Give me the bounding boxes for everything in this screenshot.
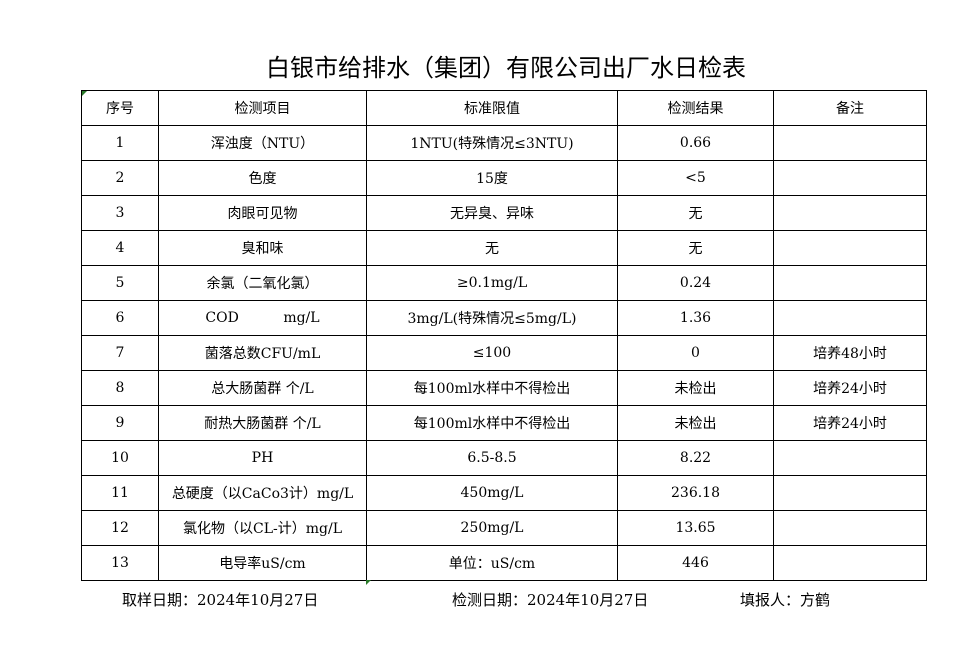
- cell-standard: 15度: [366, 160, 618, 196]
- cell-standard: 每100ml水样中不得检出: [366, 405, 618, 441]
- table-header-row: 序号 检测项目 标准限值 检测结果 备注: [81, 90, 927, 126]
- cell-item: 耐热大肠菌群 个/L: [158, 405, 367, 441]
- header-cell: 标准限值: [366, 90, 618, 126]
- cell-standard: 无异臭、异味: [366, 195, 618, 231]
- cell-standard: 单位：uS/cm: [366, 545, 618, 581]
- reporter: 填报人：方鹤: [740, 591, 831, 609]
- cell-note: [773, 195, 927, 231]
- header-cell: 序号: [81, 90, 159, 126]
- page-title: 白银市给排水（集团）有限公司出厂水日检表: [266, 54, 746, 82]
- table-row: 3 肉眼可见物 无异臭、异味无: [81, 195, 927, 231]
- cell-note: 培养24小时: [773, 405, 927, 441]
- table-row: 2 色度 15度 <5: [81, 160, 927, 196]
- header-cell: 检测结果: [617, 90, 774, 126]
- cell-standard: 无: [366, 230, 618, 266]
- cell-item: 氯化物（以CL-计）mg/L: [158, 510, 367, 546]
- cell-note: [773, 545, 927, 581]
- cell-item: COD mg/L: [158, 300, 367, 336]
- cell-result: 0.24: [617, 265, 774, 301]
- cell-result: 446: [617, 545, 774, 581]
- table-row: 10 PH 6.5-8.5 8.22: [81, 440, 927, 476]
- cell-result: 1.36: [617, 300, 774, 336]
- cell-index: 10: [81, 440, 159, 476]
- test-date: 检测日期：2024年10月27日: [452, 591, 649, 609]
- header-cell: 备注: [773, 90, 927, 126]
- cell-index: 11: [81, 475, 159, 511]
- cell-note: [773, 510, 927, 546]
- inspection-table: 序号 检测项目 标准限值 检测结果 备注 1 浑浊度（NTU） 1NTU(特殊情况≤…: [81, 90, 927, 581]
- table-row: 12 氯化物（以CL-计）mg/L 250mg/L 13.65: [81, 510, 927, 546]
- table-row: 4 臭和味无无: [81, 230, 927, 266]
- cell-result: 0: [617, 335, 774, 371]
- cell-note: [773, 160, 927, 196]
- cell-index: 9: [81, 405, 159, 441]
- cell-item: 浑浊度（NTU）: [158, 125, 367, 161]
- cell-item: 色度: [158, 160, 367, 196]
- cell-item: 余氯（二氧化氯）: [158, 265, 367, 301]
- table-row: 11 总硬度（以CaCo3计）mg/L 450mg/L 236.18: [81, 475, 927, 511]
- cell-note: [773, 475, 927, 511]
- cell-note: [773, 265, 927, 301]
- cell-item: 总硬度（以CaCo3计）mg/L: [158, 475, 367, 511]
- cell-standard: ≥0.1mg/L: [366, 265, 618, 301]
- cell-standard: 250mg/L: [366, 510, 618, 546]
- table-row: 6 COD mg/L 3mg/L(特殊情况≤5mg/L) 1.36: [81, 300, 927, 336]
- cell-marker: [366, 580, 371, 585]
- cell-result: 未检出: [617, 370, 774, 406]
- cell-index: 13: [81, 545, 159, 581]
- cell-index: 3: [81, 195, 159, 231]
- table-row: 13 电导率uS/cm 单位：uS/cm 446: [81, 545, 927, 581]
- cell-standard: 1NTU(特殊情况≤3NTU): [366, 125, 618, 161]
- cell-standard: 6.5-8.5: [366, 440, 618, 476]
- table-row: 7 菌落总数CFU/mL ≤100 0 培养48小时: [81, 335, 927, 371]
- cell-result: 236.18: [617, 475, 774, 511]
- cell-result: 无: [617, 195, 774, 231]
- cell-item: PH: [158, 440, 367, 476]
- cell-note: 培养24小时: [773, 370, 927, 406]
- cell-standard: 450mg/L: [366, 475, 618, 511]
- cell-result: 无: [617, 230, 774, 266]
- sampling-date: 取样日期：2024年10月27日: [122, 591, 319, 609]
- cell-index: 7: [81, 335, 159, 371]
- cell-item: 总大肠菌群 个/L: [158, 370, 367, 406]
- table-row: 9 耐热大肠菌群 个/L 每100ml水样中不得检出 未检出 培养24小时: [81, 405, 927, 441]
- cell-item: 菌落总数CFU/mL: [158, 335, 367, 371]
- header-cell: 检测项目: [158, 90, 367, 126]
- cell-index: 4: [81, 230, 159, 266]
- cell-note: [773, 125, 927, 161]
- table-row: 1 浑浊度（NTU） 1NTU(特殊情况≤3NTU) 0.66: [81, 125, 927, 161]
- cell-note: [773, 440, 927, 476]
- cell-index: 2: [81, 160, 159, 196]
- table-row: 5 余氯（二氧化氯） ≥0.1mg/L 0.24: [81, 265, 927, 301]
- cell-note: 培养48小时: [773, 335, 927, 371]
- cell-index: 1: [81, 125, 159, 161]
- cell-result: 13.65: [617, 510, 774, 546]
- cell-result: 未检出: [617, 405, 774, 441]
- cell-index: 12: [81, 510, 159, 546]
- cell-item: 肉眼可见物: [158, 195, 367, 231]
- cell-item: 电导率uS/cm: [158, 545, 367, 581]
- cell-standard: 3mg/L(特殊情况≤5mg/L): [366, 300, 618, 336]
- cell-result: 0.66: [617, 125, 774, 161]
- cell-result: <5: [617, 160, 774, 196]
- table-row: 8 总大肠菌群 个/L 每100ml水样中不得检出 未检出 培养24小时: [81, 370, 927, 406]
- cell-result: 8.22: [617, 440, 774, 476]
- cell-note: [773, 230, 927, 266]
- cell-index: 6: [81, 300, 159, 336]
- cell-index: 8: [81, 370, 159, 406]
- cell-note: [773, 300, 927, 336]
- cell-item: 臭和味: [158, 230, 367, 266]
- cell-index: 5: [81, 265, 159, 301]
- cell-standard: ≤100: [366, 335, 618, 371]
- cell-standard: 每100ml水样中不得检出: [366, 370, 618, 406]
